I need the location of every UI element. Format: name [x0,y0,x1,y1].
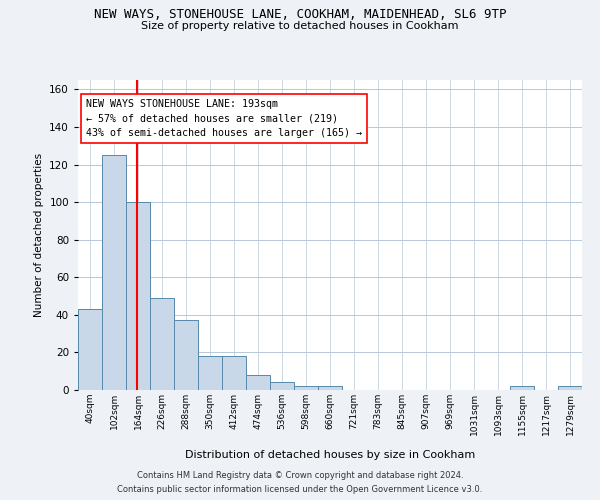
Bar [270,382,294,390]
Bar [102,155,126,390]
Bar [126,202,150,390]
Bar [510,386,534,390]
Text: NEW WAYS, STONEHOUSE LANE, COOKHAM, MAIDENHEAD, SL6 9TP: NEW WAYS, STONEHOUSE LANE, COOKHAM, MAID… [94,8,506,20]
Bar [558,386,582,390]
Bar [246,375,270,390]
Text: NEW WAYS STONEHOUSE LANE: 193sqm
← 57% of detached houses are smaller (219)
43% : NEW WAYS STONEHOUSE LANE: 193sqm ← 57% o… [86,99,362,138]
Text: Size of property relative to detached houses in Cookham: Size of property relative to detached ho… [141,21,459,31]
Bar [78,309,102,390]
Bar [150,298,174,390]
Bar [198,356,222,390]
Bar [174,320,198,390]
Bar [294,386,318,390]
Text: Contains HM Land Registry data © Crown copyright and database right 2024.
Contai: Contains HM Land Registry data © Crown c… [118,472,482,494]
Y-axis label: Number of detached properties: Number of detached properties [34,153,44,317]
Bar [222,356,246,390]
Text: Distribution of detached houses by size in Cookham: Distribution of detached houses by size … [185,450,475,460]
Bar [318,386,342,390]
